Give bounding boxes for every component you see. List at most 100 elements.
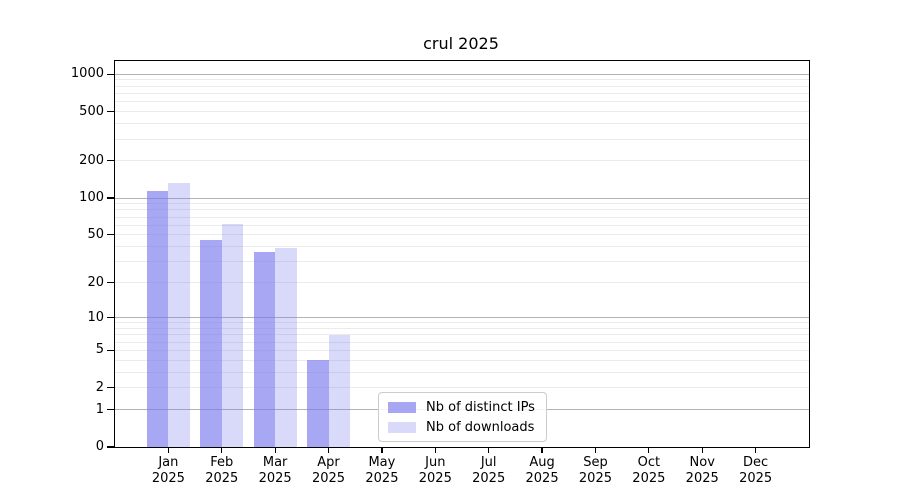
month-label: Sep <box>583 455 608 470</box>
y-axis-tick <box>107 317 114 319</box>
x-axis-tick-label: Jan 2025 <box>136 455 200 487</box>
y-axis-tick-label: 10 <box>87 309 104 325</box>
y-axis-tick-label: 50 <box>87 226 104 242</box>
bar-apr-ips <box>307 360 329 447</box>
y-axis-tick <box>107 160 114 162</box>
x-axis-tick-label: May 2025 <box>350 455 414 487</box>
minor-gridline <box>115 85 809 87</box>
minor-gridline <box>115 334 809 336</box>
x-axis-tick <box>381 448 383 453</box>
plot-area: Nb of distinct IPs Nb of downloads 0 1 2 5 10… <box>71 60 810 486</box>
x-axis-tick <box>167 448 169 453</box>
year-label: 2025 <box>632 471 666 486</box>
month-label: Aug <box>529 455 555 470</box>
legend-label: Nb of distinct IPs <box>426 399 535 415</box>
x-axis-tick <box>221 448 223 453</box>
minor-gridline <box>115 224 809 226</box>
y-axis-tick-label: 200 <box>79 152 104 168</box>
x-axis-tick-label: Sep 2025 <box>563 455 627 487</box>
major-gridline <box>115 197 809 199</box>
y-axis-tick <box>107 387 114 389</box>
legend-entry: Nb of downloads <box>388 419 535 435</box>
month-label: Dec <box>743 455 769 470</box>
minor-gridline <box>115 160 809 162</box>
y-axis-tick-label: 500 <box>79 103 104 119</box>
legend-color-swatch <box>388 401 416 413</box>
year-label: 2025 <box>578 471 612 486</box>
x-axis-tick <box>434 448 436 453</box>
minor-gridline <box>115 111 809 113</box>
minor-gridline <box>115 101 809 103</box>
chart-title: crul 2025 <box>423 34 499 53</box>
minor-gridline <box>115 246 809 248</box>
y-axis-tick <box>107 234 114 236</box>
x-axis-tick <box>541 448 543 453</box>
bar-jan-ips <box>146 190 169 447</box>
minor-gridline <box>115 261 809 263</box>
minor-gridline <box>115 322 809 324</box>
legend-entry: Nb of distinct IPs <box>388 399 535 415</box>
y-axis-tick <box>107 349 114 351</box>
x-axis-tick-label: Feb 2025 <box>190 455 254 487</box>
x-axis-tick-label: Dec 2025 <box>724 455 788 487</box>
x-axis-tick <box>274 448 276 453</box>
y-axis-tick <box>107 409 114 411</box>
bar-mar-ips <box>253 252 276 447</box>
y-axis-tick <box>107 111 114 113</box>
minor-gridline <box>115 371 809 373</box>
minor-gridline <box>115 387 809 389</box>
minor-gridline <box>115 234 809 236</box>
legend-label: Nb of downloads <box>426 419 535 435</box>
major-gridline <box>115 73 809 75</box>
y-axis-tick-label: 5 <box>95 342 104 358</box>
year-label: 2025 <box>365 471 399 486</box>
minor-gridline <box>115 216 809 218</box>
minor-gridline <box>115 138 809 140</box>
month-label: Jan <box>158 455 179 470</box>
x-axis-tick-label: Apr 2025 <box>297 455 361 487</box>
legend: Nb of distinct IPs Nb of downloads <box>378 392 547 442</box>
minor-gridline <box>115 359 809 361</box>
x-axis-tick <box>701 448 703 453</box>
major-gridline <box>115 317 809 319</box>
year-label: 2025 <box>685 471 719 486</box>
minor-gridline <box>115 79 809 81</box>
year-label: 2025 <box>739 471 773 486</box>
minor-gridline <box>115 209 809 211</box>
y-axis-tick-label: 100 <box>79 190 104 206</box>
minor-gridline <box>115 282 809 284</box>
year-label: 2025 <box>472 471 506 486</box>
minor-gridline <box>115 341 809 343</box>
year-label: 2025 <box>205 471 239 486</box>
minor-gridline <box>115 327 809 329</box>
x-axis-tick-label: Jun 2025 <box>403 455 467 487</box>
x-axis-tick-label: Aug 2025 <box>510 455 574 487</box>
month-label: Mar <box>262 455 288 470</box>
year-label: 2025 <box>418 471 452 486</box>
bar-feb-downloads <box>221 224 244 447</box>
y-axis-tick <box>107 282 114 284</box>
year-label: 2025 <box>525 471 559 486</box>
x-axis-tick <box>488 448 490 453</box>
bar-apr-downloads <box>328 334 350 447</box>
y-axis-tick-label: 0 <box>95 439 104 454</box>
minor-gridline <box>115 349 809 351</box>
x-axis-tick-label: Oct 2025 <box>617 455 681 487</box>
bar-feb-ips <box>200 240 222 447</box>
minor-gridline <box>115 123 809 125</box>
month-label: Jul <box>480 455 497 470</box>
year-label: 2025 <box>151 471 185 486</box>
year-label: 2025 <box>258 471 292 486</box>
minor-gridline <box>115 203 809 205</box>
y-axis-tick <box>107 446 114 448</box>
y-axis-tick-label: 1 <box>95 401 104 417</box>
bar-mar-downloads <box>275 248 297 447</box>
month-label: Feb <box>210 455 234 470</box>
y-axis-tick-label: 1000 <box>70 66 104 82</box>
minor-gridline <box>115 93 809 95</box>
bar-jan-downloads <box>168 182 190 447</box>
month-label: Nov <box>689 455 715 470</box>
x-axis-tick-label: Nov 2025 <box>670 455 734 487</box>
month-label: May <box>368 455 396 470</box>
